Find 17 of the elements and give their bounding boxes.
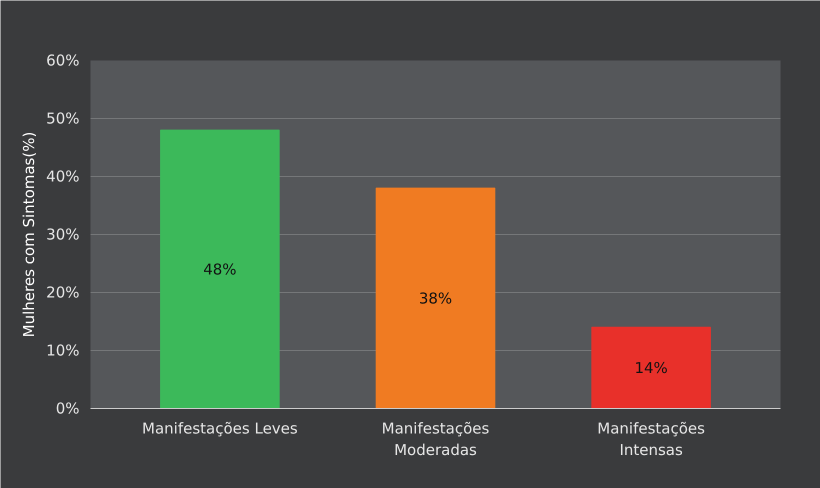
bar xyxy=(160,130,280,408)
y-tick-label: 0% xyxy=(56,400,80,418)
y-tick-label: 40% xyxy=(46,168,80,186)
x-tick-label: Manifestações Leves xyxy=(142,420,298,438)
y-axis-title: Mulheres com Sintomas(%) xyxy=(20,132,38,338)
bar xyxy=(591,326,711,408)
data-label: 14% xyxy=(634,358,668,377)
bar xyxy=(376,188,496,408)
y-tick-label: 60% xyxy=(46,52,80,70)
y-tick-label: 20% xyxy=(46,284,80,302)
y-tick-label: 30% xyxy=(46,226,80,244)
data-label: 48% xyxy=(203,260,237,278)
data-label: 38% xyxy=(418,289,452,308)
x-tick-label: Manifestações Moderadas xyxy=(382,420,490,460)
y-tick-label: 50% xyxy=(46,110,80,128)
x-tick-label: Manifestações Intensas xyxy=(597,420,706,460)
y-tick-label: 10% xyxy=(46,342,80,360)
